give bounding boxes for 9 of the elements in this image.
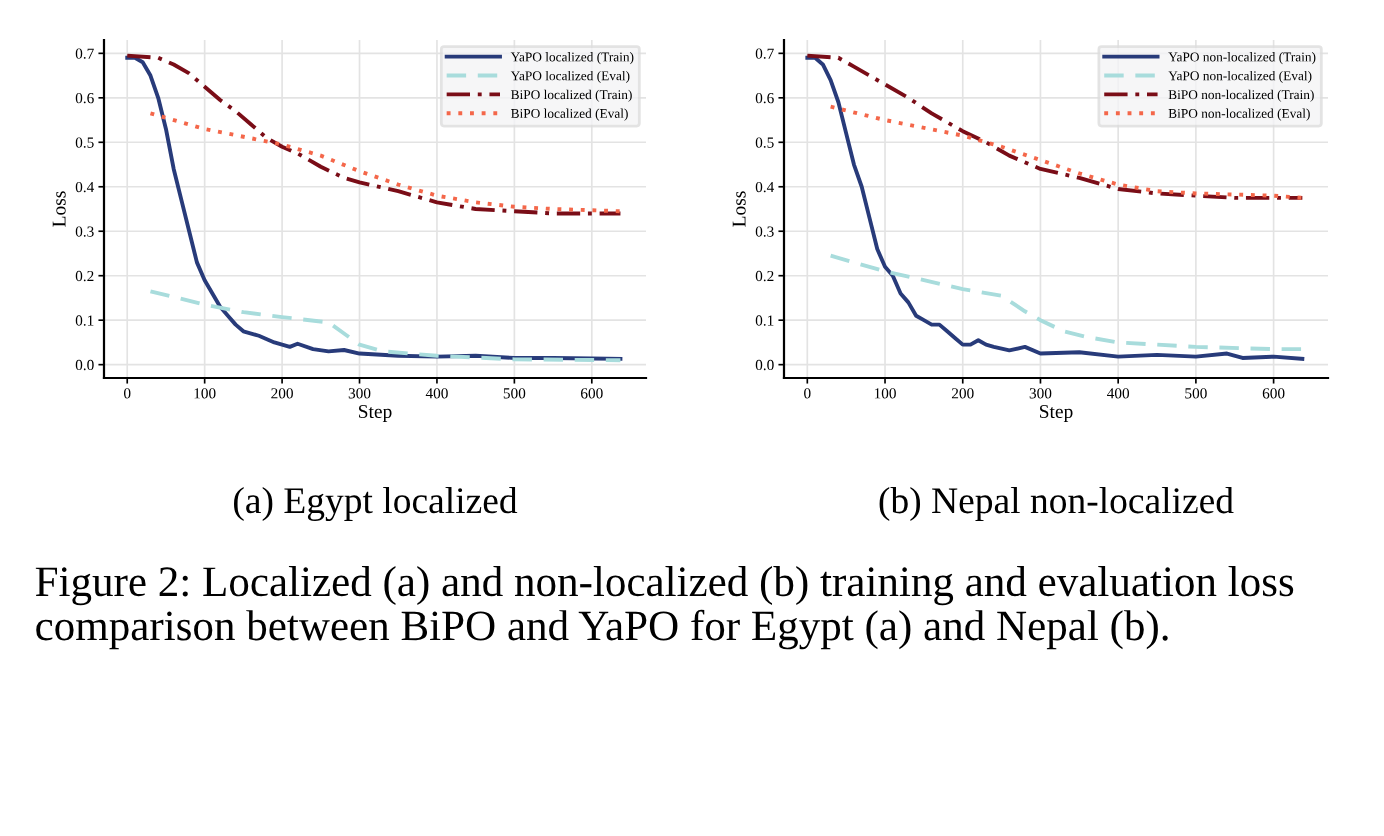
text: (b) Nepal non-localized bbox=[879, 487, 1234, 521]
line-series bbox=[148, 289, 623, 363]
caption: Figure 2: Localized (a) and non-localized (b) training and evaluation loss comparison between BiPO and YaPO for Egypt (a) and Nepal (b). bbox=[35, 566, 1294, 650]
x-axis-title: Step bbox=[1040, 404, 1073, 422]
line-series bbox=[828, 253, 1305, 352]
x-axis-title: Step bbox=[359, 404, 392, 422]
y-axis-title: Loss bbox=[732, 191, 746, 227]
text: (a) Egypt localized bbox=[234, 486, 518, 522]
y-axis-title: Loss bbox=[52, 191, 66, 227]
